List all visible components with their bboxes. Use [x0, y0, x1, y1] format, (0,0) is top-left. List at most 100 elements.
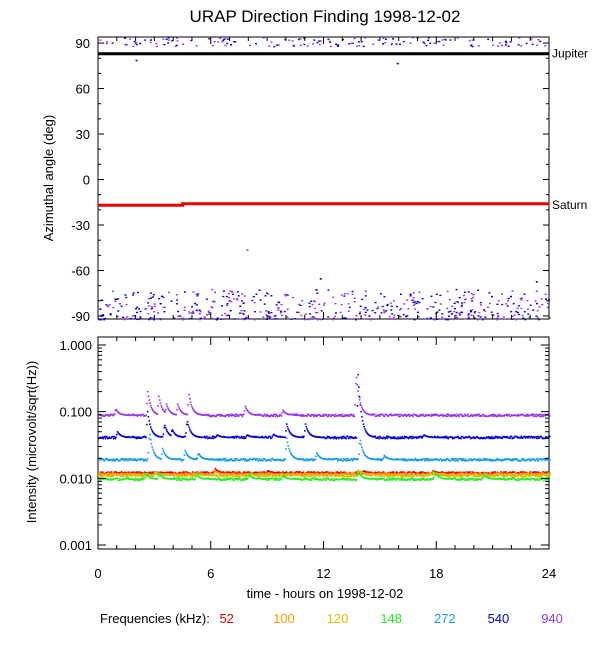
intensity-point	[192, 475, 195, 478]
intensity-point	[102, 414, 105, 416]
azimuth-scatter-point	[268, 45, 271, 47]
intensity-point	[155, 454, 157, 457]
intensity-point	[212, 474, 214, 477]
intensity-point	[284, 473, 286, 476]
intensity-point	[316, 453, 319, 456]
intensity-point	[354, 458, 356, 460]
intensity-point	[149, 402, 151, 404]
intensity-point	[464, 472, 467, 475]
intensity-point	[242, 437, 244, 440]
intensity-point	[414, 457, 417, 460]
intensity-point	[359, 439, 362, 442]
intensity-point	[460, 477, 462, 480]
intensity-point	[469, 471, 471, 473]
intensity-point	[258, 459, 260, 461]
intensity-point	[325, 471, 327, 473]
intensity-point	[343, 435, 345, 438]
series-120-khz	[98, 470, 551, 478]
intensity-point	[300, 413, 303, 416]
intensity-point	[464, 474, 467, 477]
intensity-point	[140, 474, 142, 477]
azimuth-scatter-point	[382, 37, 385, 40]
intensity-point	[340, 472, 343, 475]
azimuth-scatter-point	[470, 314, 473, 316]
intensity-point	[379, 435, 381, 438]
intensity-point	[454, 460, 456, 462]
azimuth-scatter-point	[402, 313, 405, 316]
azimuth-scatter-point	[215, 319, 218, 321]
saturn-line	[98, 202, 549, 207]
intensity-point	[186, 421, 189, 423]
azimuth-scatter-point	[114, 300, 117, 303]
intensity-point	[113, 474, 115, 477]
azimuth-scatter-point	[540, 298, 543, 300]
intensity-point	[115, 408, 117, 411]
azimuth-scatter-point	[308, 305, 311, 308]
azimuth-scatter-point	[241, 300, 244, 302]
intensity-point	[158, 395, 160, 398]
intensity-point	[502, 474, 504, 476]
intensity-point	[403, 414, 405, 417]
intensity-point	[520, 435, 522, 438]
azimuth-scatter-point	[413, 319, 416, 321]
azimuth-scatter-point	[238, 312, 241, 314]
intensity-point	[431, 414, 434, 417]
azimuth-scatter-point	[492, 44, 495, 46]
intensity-point	[340, 437, 343, 440]
intensity-point	[521, 477, 524, 479]
intensity-point	[343, 475, 345, 478]
intensity-point	[389, 478, 392, 481]
intensity-point	[265, 479, 268, 481]
intensity-point	[414, 479, 417, 482]
intensity-point	[461, 414, 464, 417]
intensity-point	[465, 472, 468, 474]
intensity-point	[237, 415, 240, 418]
intensity-point	[481, 437, 483, 439]
intensity-point	[266, 471, 268, 473]
azimuth-scatter-point	[358, 45, 361, 47]
intensity-point	[225, 415, 227, 417]
azimuth-scatter-point	[374, 312, 377, 314]
azimuth-y-axis-label: Azimuthal angle (deg)	[41, 115, 56, 241]
intensity-point	[445, 415, 447, 418]
intensity-point	[109, 474, 111, 476]
intensity-point	[398, 437, 401, 440]
series-272-khz	[98, 433, 551, 462]
intensity-point	[509, 474, 511, 476]
intensity-point	[397, 477, 400, 480]
azimuth-scatter-point	[516, 307, 519, 309]
intensity-point	[434, 414, 437, 417]
azimuth-scatter-point	[496, 312, 499, 315]
intensity-point	[476, 474, 479, 477]
intensity-point	[172, 474, 174, 476]
azimuth-scatter-point	[243, 295, 246, 297]
azimuth-scatter-point	[471, 293, 473, 295]
intensity-point	[427, 475, 429, 477]
intensity-point	[392, 479, 395, 481]
intensity-point	[174, 473, 177, 475]
intensity-point	[358, 471, 360, 474]
azimuth-scatter-point	[99, 308, 102, 310]
intensity-point	[108, 459, 111, 462]
intensity-point	[496, 473, 498, 476]
intensity-point	[113, 435, 116, 438]
intensity-point	[470, 458, 473, 460]
intensity-point	[358, 442, 361, 445]
intensity-point	[461, 435, 464, 438]
azimuth-scatter-point	[270, 41, 273, 43]
azimuth-scatter-point	[518, 37, 521, 39]
intensity-point	[528, 472, 530, 475]
azimuth-scatter-point	[511, 290, 514, 292]
azimuth-scatter-point	[518, 313, 521, 316]
intensity-point	[144, 473, 147, 476]
intensity-point	[334, 413, 337, 416]
azimuth-scatter-point	[216, 317, 219, 319]
intensity-point	[456, 471, 459, 474]
intensity-point	[208, 474, 211, 477]
azimuth-scatter-point	[135, 308, 137, 310]
intensity-point	[379, 415, 381, 417]
intensity-point	[344, 477, 347, 480]
azimuth-scatter-point	[467, 291, 470, 293]
intensity-point	[270, 472, 273, 475]
